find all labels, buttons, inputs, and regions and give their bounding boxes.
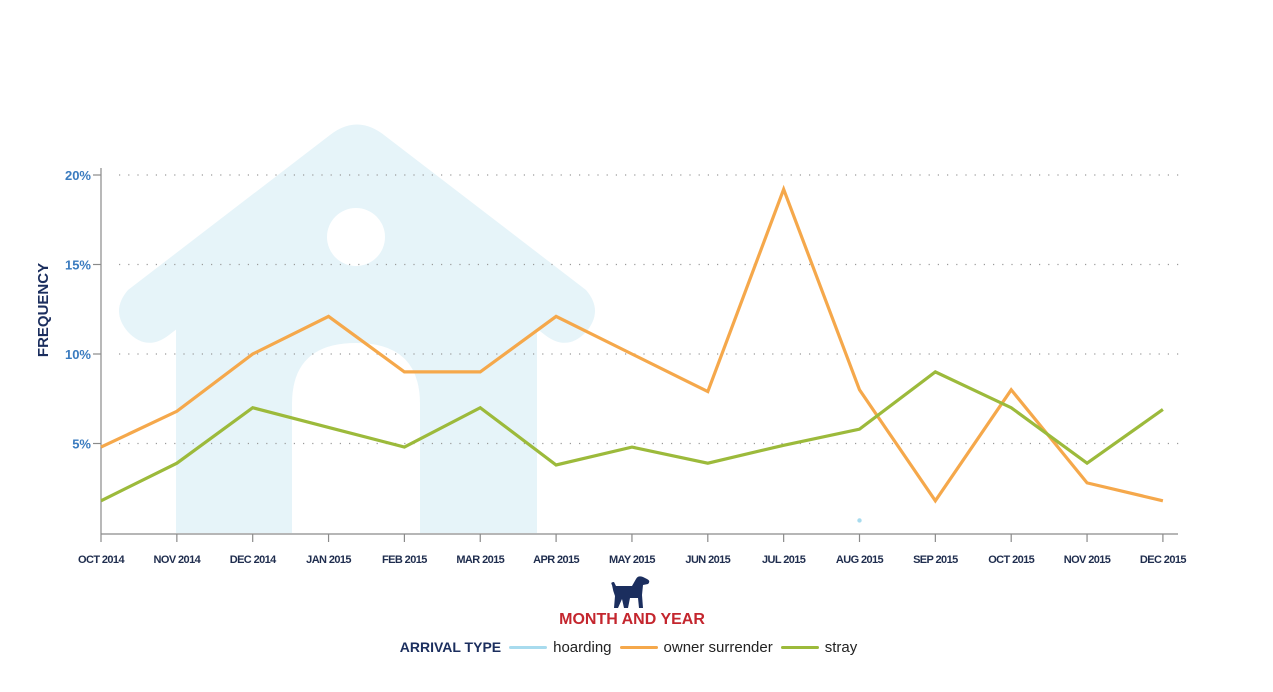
series-lines <box>100 184 1164 523</box>
legend-label-hoarding: hoarding <box>553 638 612 656</box>
legend-swatch-hoarding <box>509 645 548 649</box>
x-tick-label: AUG 2015 <box>836 554 884 566</box>
y-tick-label: 15% <box>65 258 91 273</box>
house-window <box>327 208 385 266</box>
legend-label-owner-surrender: owner surrender <box>663 638 773 656</box>
legend-item-owner-surrender: owner surrender <box>619 638 773 656</box>
x-tick-label: MAR 2015 <box>456 554 504 566</box>
y-tick-label: 10% <box>65 347 91 362</box>
y-axis-ticks: 5% 10% 15% 20% <box>65 168 101 452</box>
x-axis-ticks: OCT 2014 NOV 2014 DEC 2014 JAN 2015 FEB 2015… <box>78 534 1187 566</box>
y-tick-label: 20% <box>65 168 91 183</box>
x-tick-label: DEC 2014 <box>230 554 277 566</box>
legend-swatch-stray <box>780 645 819 649</box>
x-tick-label: OCT 2015 <box>988 554 1034 566</box>
x-tick-label: MAY 2015 <box>609 554 655 566</box>
x-tick-label: DEC 2015 <box>1140 554 1186 566</box>
house-walls <box>176 162 537 533</box>
y-axis-label: FREQUENCY <box>35 263 52 357</box>
legend-title: ARRIVAL TYPE <box>399 639 502 655</box>
x-tick-label: FEB 2015 <box>382 554 427 566</box>
legend-item-hoarding: hoarding <box>509 638 612 656</box>
x-tick-label: NOV 2014 <box>154 554 202 566</box>
dog-icon <box>611 576 650 608</box>
x-tick-label: SEP 2015 <box>913 554 958 566</box>
x-tick-label: NOV 2015 <box>1064 554 1111 566</box>
series-line-owner-surrender <box>100 184 1164 504</box>
x-tick-label: OCT 2014 <box>78 554 125 566</box>
legend-swatch-owner-surrender <box>619 645 658 649</box>
gridlines <box>119 174 1180 445</box>
x-tick-label: JUL 2015 <box>762 554 806 566</box>
legend-item-stray: stray <box>780 638 858 656</box>
x-tick-label: JUN 2015 <box>685 554 730 566</box>
series-point-hoarding <box>857 518 862 523</box>
x-tick-label: APR 2015 <box>533 554 579 566</box>
legend-label-stray: stray <box>824 638 858 656</box>
x-tick-label: JAN 2015 <box>306 554 351 566</box>
series-line-stray <box>100 370 1164 503</box>
house-background-icon <box>119 124 595 533</box>
x-axis-label: MONTH AND YEAR <box>559 611 705 628</box>
legend: ARRIVAL TYPE hoarding owner surrender st… <box>0 636 1265 658</box>
y-tick-label: 5% <box>72 437 91 452</box>
